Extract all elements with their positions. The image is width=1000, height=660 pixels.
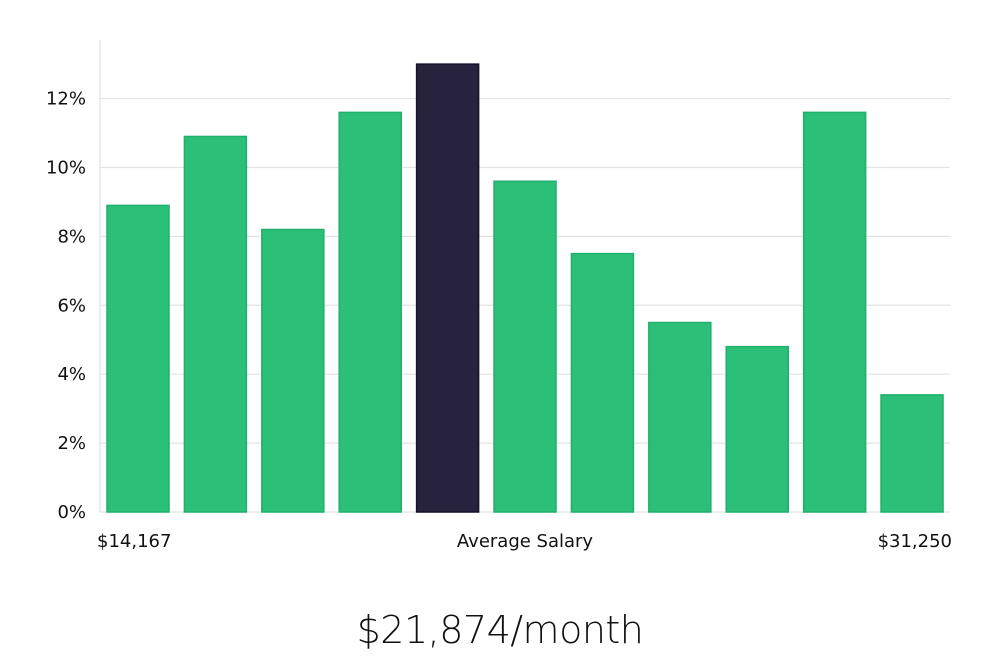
bar [570, 252, 635, 513]
bars [106, 63, 944, 513]
bar [802, 111, 867, 513]
bar [338, 111, 402, 513]
y-tick-label: 4% [57, 364, 86, 385]
y-tick-labels: 0% 2% 4% 6% 8% 10% 12% [46, 89, 86, 523]
y-tick-label: 6% [57, 295, 86, 316]
y-tick-label: 10% [46, 157, 86, 178]
bar-average-salary [415, 63, 480, 513]
y-tick-label: 8% [57, 226, 86, 247]
x-label-max-salary: $31,250 [878, 531, 952, 552]
x-label-min-salary: $14,167 [97, 531, 171, 552]
y-tick-label: 0% [57, 502, 86, 523]
y-tick-label: 12% [46, 89, 86, 110]
bar [106, 204, 170, 513]
y-tick-label: 2% [57, 433, 86, 454]
x-label-average-salary: Average Salary [457, 531, 594, 552]
bar [880, 394, 944, 513]
bar [648, 321, 712, 513]
salary-distribution-chart: 0%2%4%6%8%10%12% $14,167 Average Salary … [46, 40, 952, 552]
bar [493, 180, 557, 513]
bar [183, 135, 248, 513]
bar [261, 228, 325, 513]
monthly-salary-headline: $21,874/month [356, 608, 644, 652]
bar [725, 345, 789, 513]
